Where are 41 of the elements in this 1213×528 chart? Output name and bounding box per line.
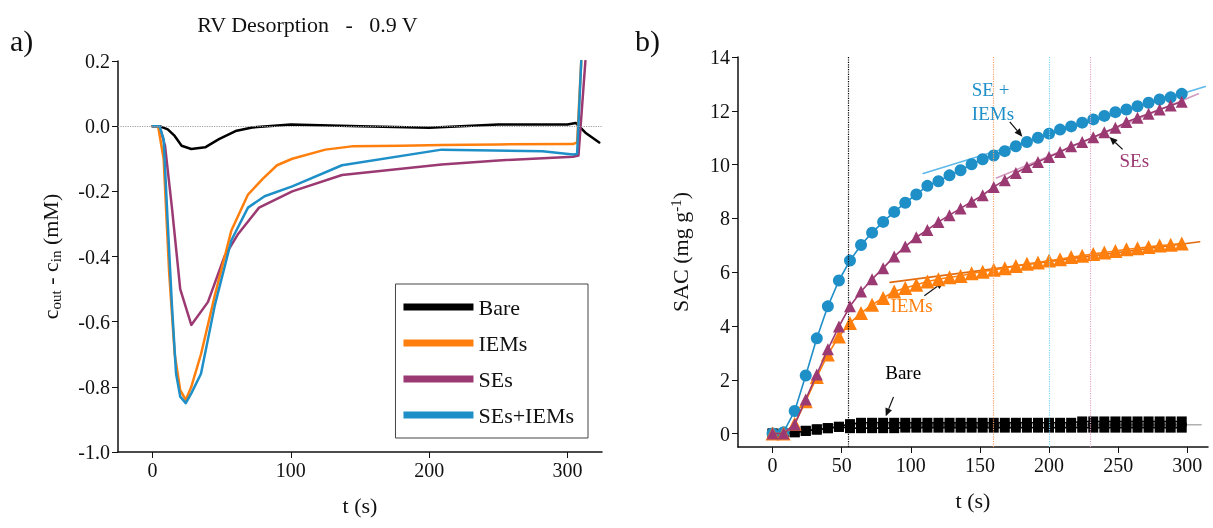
y-tick-label: 0 [720,422,730,445]
text: b) [635,23,660,58]
y-tick-label: 4 [720,314,730,337]
x-tick-label: 200 [414,459,445,481]
y-tick-label: 0.0 [85,115,110,138]
x-tick-label: 300 [552,459,583,481]
x-tick-label: 250 [1103,454,1134,476]
x-tick-label: 200 [1034,454,1065,476]
text: a) [10,23,34,58]
chart-title: RV Desorption - 0.9 V [197,11,418,37]
series-label: IEMs [890,294,933,316]
y-axis-title: cout - cin (mM) [38,193,64,320]
y-tick-label: 0.2 [85,50,110,72]
series-label: SE + IEMs [971,79,1015,125]
y-tick-label: -0.4 [78,245,110,268]
series-label: Bare [885,362,922,384]
y-tick-label: 10 [710,153,730,176]
y-tick-label: 8 [720,207,730,230]
legend-label: Bare [478,294,520,320]
y-tick-label: -0.2 [78,180,110,203]
y-tick-label: 6 [720,261,730,284]
y-tick-label: -0.6 [78,310,110,333]
x-axis-title: t (s) [342,492,378,518]
x-tick-label: 150 [964,454,995,476]
x-tick-label: 0 [767,454,778,476]
x-axis-title: t (s) [955,487,991,513]
y-axis-title: SAC (mg g-1) [667,191,693,313]
legend-label: SEs [478,366,513,392]
x-tick-label: 0 [147,459,158,481]
series-label: SEs [1119,149,1150,171]
legend-label: SEs+IEMs [478,402,574,428]
y-tick-label: -1.0 [78,441,110,463]
y-tick-label: 14 [710,46,730,68]
x-tick-label: 100 [275,459,306,481]
x-tick-label: 50 [831,454,852,476]
y-tick-label: 2 [720,368,730,391]
x-tick-label: 100 [895,454,926,476]
legend-label: IEMs [478,330,528,356]
x-tick-label: 300 [1172,454,1203,476]
y-tick-label: -0.8 [78,375,110,398]
y-tick-label: 12 [710,99,730,122]
